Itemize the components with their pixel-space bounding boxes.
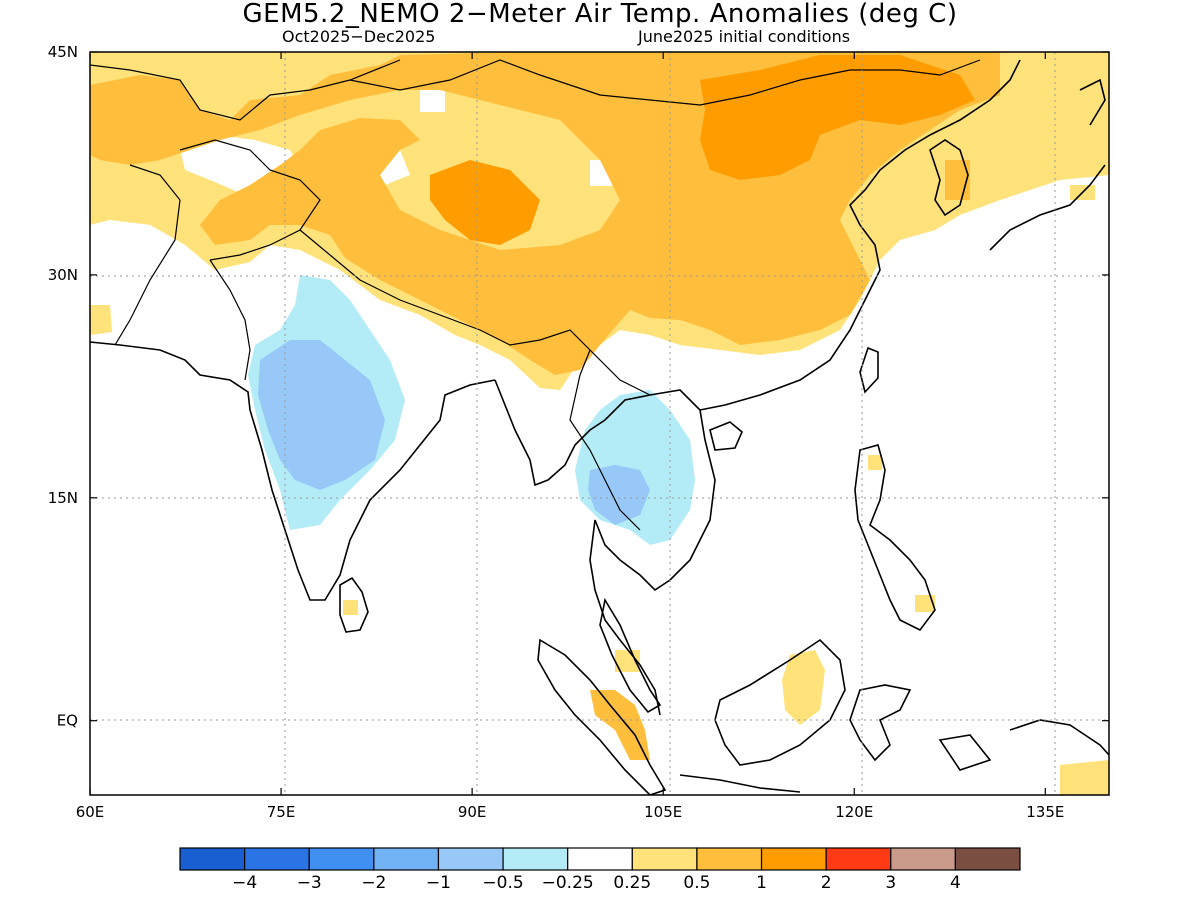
anomaly-region-dark-orange-tibet bbox=[430, 160, 540, 245]
axis-ticks: 60E 75E 90E 105E 120E 135E 45N 30N 15N EQ bbox=[48, 43, 1109, 821]
colorbar-label: 4 bbox=[950, 873, 961, 893]
map-frame bbox=[89, 51, 1110, 796]
coastline-philippines bbox=[854, 444, 936, 632]
coastline-sumatra bbox=[537, 638, 667, 795]
anomaly-patch-borneo bbox=[782, 650, 825, 725]
coastline-south-china bbox=[699, 59, 1021, 411]
coastline-hainan bbox=[709, 421, 743, 451]
map-title: GEM5.2_NEMO 2−Meter Air Temp. Anomalies … bbox=[242, 0, 958, 29]
colorbar-swatch bbox=[502, 847, 569, 871]
lat-tick-label: EQ bbox=[57, 712, 78, 730]
coastline-india bbox=[90, 341, 496, 601]
coastline-java bbox=[679, 774, 801, 793]
colorbar-swatch bbox=[890, 847, 956, 871]
colorbar-label: 0.25 bbox=[613, 873, 651, 893]
colorbar-label: 3 bbox=[885, 873, 896, 893]
lon-tick-label: 75E bbox=[267, 803, 296, 821]
coastline-taiwan bbox=[859, 346, 879, 394]
anomaly-patch-new-guinea bbox=[1060, 760, 1109, 795]
coastline-korea bbox=[929, 139, 969, 217]
colorbar-label: −1 bbox=[426, 873, 451, 893]
anomaly-cutout-india-west bbox=[90, 220, 200, 345]
colorbar-swatch bbox=[696, 847, 763, 871]
border-central-asia bbox=[90, 59, 401, 346]
anomaly-patch-arabian bbox=[90, 305, 112, 335]
anomaly-patch-mindanao bbox=[915, 595, 935, 612]
border-himalaya bbox=[299, 229, 591, 376]
anomaly-patch-sumatra bbox=[590, 690, 650, 760]
forecast-period-label: Oct2025−Dec2025 bbox=[282, 27, 436, 46]
coastline-srilanka bbox=[339, 576, 369, 633]
colorbar-label: −4 bbox=[232, 873, 257, 893]
colorbar-swatch bbox=[308, 847, 375, 871]
anomaly-region-blue-indochina bbox=[588, 465, 650, 525]
colorbar-swatch bbox=[437, 847, 504, 871]
lat-tick-label: 30N bbox=[48, 266, 78, 284]
colorbar-label: 0.5 bbox=[683, 873, 710, 893]
border-indochina bbox=[569, 349, 651, 531]
lon-tick-label: 105E bbox=[644, 803, 682, 821]
graticule bbox=[90, 52, 1109, 795]
coastline-sulawesi bbox=[849, 684, 912, 762]
colorbar-label: −3 bbox=[297, 873, 322, 893]
colorbar-swatch bbox=[954, 847, 1021, 871]
colorbar-label: 1 bbox=[756, 873, 767, 893]
colorbar-swatch bbox=[825, 847, 892, 871]
coastline-indochina bbox=[494, 379, 716, 716]
colorbar: −4 −3 −2 −1 −0.5 −0.25 0.25 0.5 1 2 3 4 bbox=[179, 847, 1021, 893]
lon-tick-label: 120E bbox=[835, 803, 873, 821]
lat-tick-label: 15N bbox=[48, 489, 78, 507]
lon-tick-label: 90E bbox=[458, 803, 487, 821]
anomaly-region-light-blue-indochina bbox=[575, 390, 695, 545]
colorbar-label: 2 bbox=[821, 873, 832, 893]
colorbar-swatch bbox=[244, 847, 310, 871]
colorbar-label: −0.25 bbox=[542, 873, 594, 893]
lon-tick-label: 60E bbox=[76, 803, 105, 821]
colorbar-label: −2 bbox=[361, 873, 386, 893]
colorbar-swatch bbox=[567, 847, 633, 871]
coastline-borneo bbox=[714, 638, 846, 766]
coastline-new-guinea bbox=[938, 719, 1109, 771]
anomaly-region-dark-orange-mongolia bbox=[700, 55, 975, 180]
anomaly-patch-srilanka bbox=[343, 600, 358, 615]
colorbar-swatch bbox=[179, 847, 246, 871]
lat-tick-label: 45N bbox=[48, 43, 78, 61]
border-china-mongolia bbox=[349, 59, 981, 106]
colorbar-swatch bbox=[760, 847, 827, 871]
coastline-malay bbox=[599, 597, 662, 714]
anomaly-shading bbox=[90, 52, 1109, 795]
initial-conditions-label: June2025 initial conditions bbox=[638, 27, 851, 46]
colorbar-swatch bbox=[373, 847, 440, 871]
anomaly-region-blue-india bbox=[258, 340, 385, 490]
anomaly-cutout-altai bbox=[420, 90, 445, 112]
colorbar-label: −0.5 bbox=[482, 873, 523, 893]
colorbar-swatch bbox=[631, 847, 698, 871]
lon-tick-label: 135E bbox=[1026, 803, 1064, 821]
anomaly-patch-philippines bbox=[868, 455, 882, 470]
border-india-pakistan bbox=[209, 259, 251, 381]
